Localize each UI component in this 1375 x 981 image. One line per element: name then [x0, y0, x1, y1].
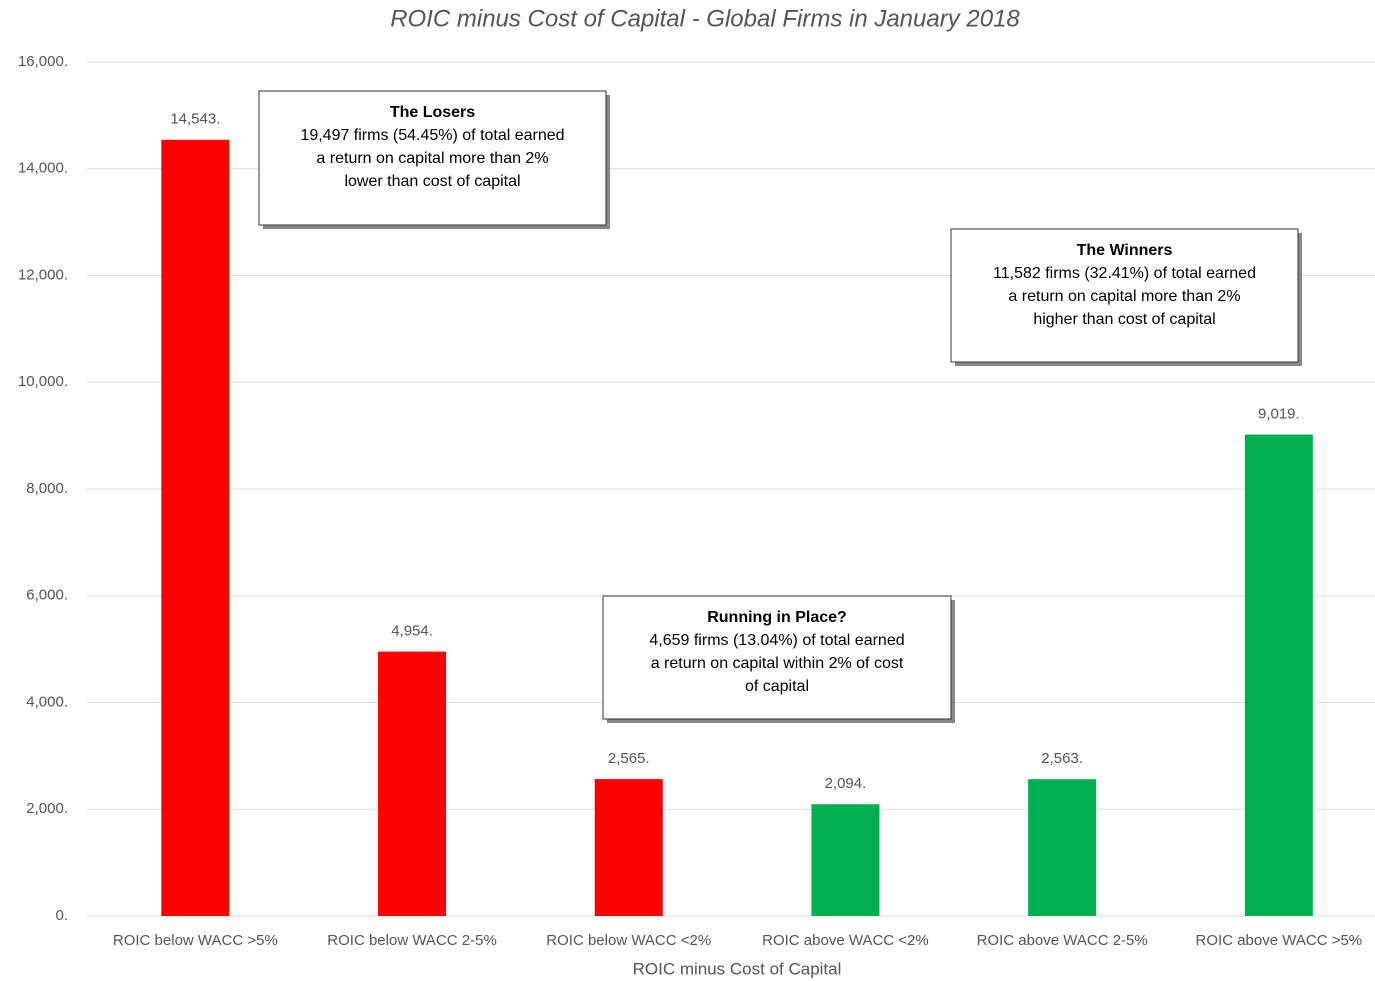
annotation-box	[950, 228, 1299, 363]
x-tick-label: ROIC above WACC >5%	[1196, 932, 1363, 949]
annotation-title: The Winners	[1077, 242, 1173, 259]
x-tick-label: ROIC below WACC <2%	[546, 932, 711, 949]
value-label: 2,565.	[608, 750, 650, 767]
y-tick-label: 12,000.	[18, 266, 68, 283]
y-tick-label: 2,000.	[26, 800, 68, 817]
bar	[161, 139, 230, 916]
bar	[594, 779, 663, 916]
x-axis-label: ROIC minus Cost of Capital	[633, 959, 842, 978]
annotation-title: Running in Place?	[707, 609, 847, 626]
annotation-box	[602, 595, 952, 720]
annotation-line: lower than cost of capital	[344, 173, 520, 190]
bar	[1244, 434, 1313, 916]
y-tick-label: 14,000.	[18, 160, 68, 177]
annotation-line: a return on capital within 2% of cost	[651, 655, 904, 672]
annotation-line: 19,497 firms (54.45%) of total earned	[300, 127, 564, 144]
value-label: 2,563.	[1041, 750, 1083, 767]
y-tick-label: 6,000.	[26, 587, 68, 604]
y-tick-label: 0.	[55, 907, 68, 924]
bar	[378, 651, 447, 916]
x-tick-label: ROIC below WACC 2-5%	[327, 932, 496, 949]
chart-title: ROIC minus Cost of Capital - Global Firm…	[390, 5, 1020, 32]
value-label: 2,094.	[825, 775, 867, 792]
x-tick-label: ROIC above WACC 2-5%	[977, 932, 1148, 949]
value-label: 4,954.	[391, 623, 433, 640]
bar	[811, 804, 880, 916]
annotation-box	[258, 90, 607, 226]
y-tick-label: 10,000.	[18, 373, 68, 390]
annotation-line: a return on capital more than 2%	[316, 150, 548, 167]
x-tick-label: ROIC below WACC >5%	[113, 932, 278, 949]
y-tick-label: 16,000.	[18, 53, 68, 70]
value-label: 9,019.	[1258, 406, 1300, 423]
y-tick-label: 4,000.	[26, 693, 68, 710]
value-label: 14,543.	[170, 111, 220, 128]
annotation-line: a return on capital more than 2%	[1008, 288, 1240, 305]
x-tick-label: ROIC above WACC <2%	[762, 932, 929, 949]
annotation-line: 4,659 firms (13.04%) of total earned	[649, 632, 904, 649]
bar	[1028, 779, 1097, 916]
y-tick-label: 8,000.	[26, 480, 68, 497]
annotation-line: 11,582 firms (32.41%) of total earned	[993, 265, 1256, 282]
annotation-title: The Losers	[390, 104, 475, 121]
annotation-line: higher than cost of capital	[1033, 311, 1215, 328]
annotation-line: of capital	[745, 678, 809, 695]
